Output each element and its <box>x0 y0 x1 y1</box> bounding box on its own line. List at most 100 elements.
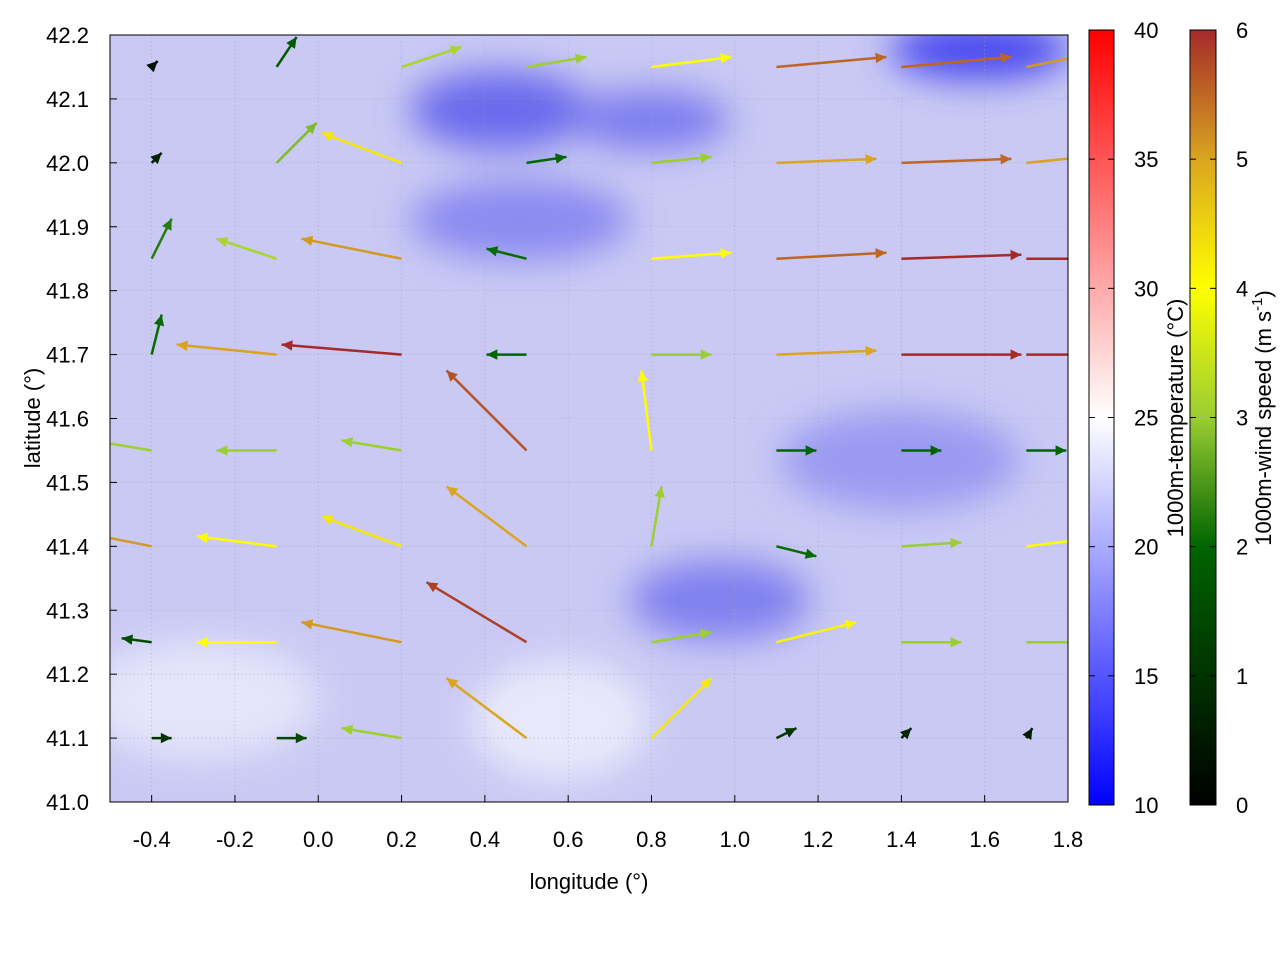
wind-vector-head <box>301 619 314 630</box>
wind-vector-head <box>281 340 293 351</box>
wind-vector-head <box>720 248 732 259</box>
wind-vector-head <box>900 728 912 740</box>
wind-vector-head <box>865 154 877 165</box>
wind-vector <box>651 55 732 69</box>
wind-vector-head <box>216 237 229 248</box>
wind-vector <box>196 535 277 548</box>
x-tick-label: 0.8 <box>636 827 667 852</box>
wind-vector-head <box>804 548 817 559</box>
wind-vector <box>650 677 713 739</box>
wind-vector-head <box>700 349 712 360</box>
wind-vector <box>776 55 887 69</box>
wind-vector-head <box>875 52 887 64</box>
wind-vector <box>901 55 1012 69</box>
temperature-colorbar-label: 1000m-temperature (°C) <box>1163 299 1188 538</box>
temperature-field <box>110 35 1068 802</box>
wind-vector-head <box>321 131 334 142</box>
wind-vector <box>445 369 528 452</box>
y-tick-label: 41.8 <box>46 279 89 304</box>
wind-vector <box>301 237 402 260</box>
x-tick-label: 1.4 <box>886 827 917 852</box>
wind-vector-head <box>1115 149 1126 159</box>
wind-vector-head <box>1010 349 1022 360</box>
wind-vector-head <box>555 153 567 164</box>
wind-vector-head <box>950 537 962 549</box>
wind-vector-head <box>449 45 462 56</box>
wind-vector-head <box>1136 253 1147 263</box>
wind-vector <box>321 515 403 548</box>
y-tick-label: 41.7 <box>46 343 89 368</box>
y-tick-label: 41.5 <box>46 470 89 495</box>
wind-vector-head <box>1136 349 1147 359</box>
wind-vector <box>281 343 402 356</box>
colorbar-tick-label: 10 <box>1134 793 1158 818</box>
wind-vector-head <box>341 724 354 736</box>
wind-vector <box>901 157 1012 165</box>
wind-vector-head <box>121 634 134 645</box>
wind-vector-head <box>1010 249 1022 261</box>
colorbar-tick-label: 25 <box>1134 406 1158 431</box>
wind-vector-head <box>784 728 797 738</box>
wind-vector <box>651 251 732 260</box>
colorbar-tick-label: 40 <box>1134 18 1158 43</box>
wind-vector-head <box>196 532 208 543</box>
wind-vector-head <box>844 619 857 630</box>
wind-vector-head <box>52 523 64 533</box>
wind-vector-head <box>286 36 297 49</box>
wind-vector-head <box>446 678 459 689</box>
wind-vector-head <box>305 122 317 135</box>
y-tick-label: 41.4 <box>46 534 89 559</box>
colorbar-tick-label: 5 <box>1236 147 1248 172</box>
wind-vector-head <box>486 349 498 360</box>
wind-vector-head <box>1022 728 1033 741</box>
x-tick-label: -0.4 <box>133 827 171 852</box>
x-tick-label: 0.6 <box>553 827 584 852</box>
wind-vector <box>1026 57 1068 69</box>
wind-vector <box>425 581 528 644</box>
wind-vector-head <box>700 678 712 690</box>
wind-vector <box>640 370 653 451</box>
wind-vector-head <box>301 235 314 246</box>
x-tick-label: 0.0 <box>303 827 334 852</box>
colorbar-tick-label: 30 <box>1134 276 1158 301</box>
y-tick-label: 41.1 <box>46 726 89 751</box>
colorbar-tick-label: 4 <box>1236 276 1248 301</box>
wind-vector-head <box>950 636 962 648</box>
wind-vector-head <box>637 370 648 382</box>
wind-vector-head <box>699 628 712 640</box>
temperature-colorbar-ticks: 10 15 20 25 30 35 40 <box>1089 18 1158 818</box>
wind-vector <box>776 157 877 165</box>
x-tick-label: 0.2 <box>386 827 417 852</box>
wind-vector-head <box>865 345 877 357</box>
x-tick-label: 1.6 <box>969 827 1000 852</box>
wind-vector-head <box>341 437 354 448</box>
wind-vector-head <box>426 582 439 593</box>
colorbar-tick-label: 20 <box>1134 535 1158 560</box>
wind-vector <box>1026 157 1068 165</box>
wind-vector-head <box>446 486 459 497</box>
x-tick-label: 0.4 <box>470 827 501 852</box>
wind-vector <box>176 343 277 356</box>
wind-colorbar-label: 1000m-wind speed (m s-1) <box>1249 290 1276 545</box>
x-tick-label: 1.0 <box>719 827 750 852</box>
x-tick-label: 1.2 <box>803 827 834 852</box>
y-axis: 41.0 41.1 41.2 41.3 41.4 41.5 41.6 41.7 41.8 41.9… <box>46 23 117 815</box>
wind-vector-head <box>176 340 188 351</box>
wind-vector-head <box>486 246 499 257</box>
y-axis-label: latitude (°) <box>20 368 45 469</box>
wind-vector-head <box>295 732 307 744</box>
y-tick-label: 41.2 <box>46 662 89 687</box>
wind-vector-head <box>160 732 172 744</box>
colorbar-tick-label: 1 <box>1236 664 1248 689</box>
y-tick-label: 41.3 <box>46 598 89 623</box>
wind-vector-head <box>150 152 162 165</box>
colorbar-tick-label: 3 <box>1236 406 1248 431</box>
y-tick-label: 41.6 <box>46 407 89 432</box>
y-tick-label: 42.2 <box>46 23 89 48</box>
wind-vector <box>776 349 877 356</box>
wind-vector-head <box>720 53 732 64</box>
wind-vector-head <box>146 60 158 73</box>
wind-vector-head <box>216 445 228 456</box>
wind-vectors <box>52 36 1147 744</box>
